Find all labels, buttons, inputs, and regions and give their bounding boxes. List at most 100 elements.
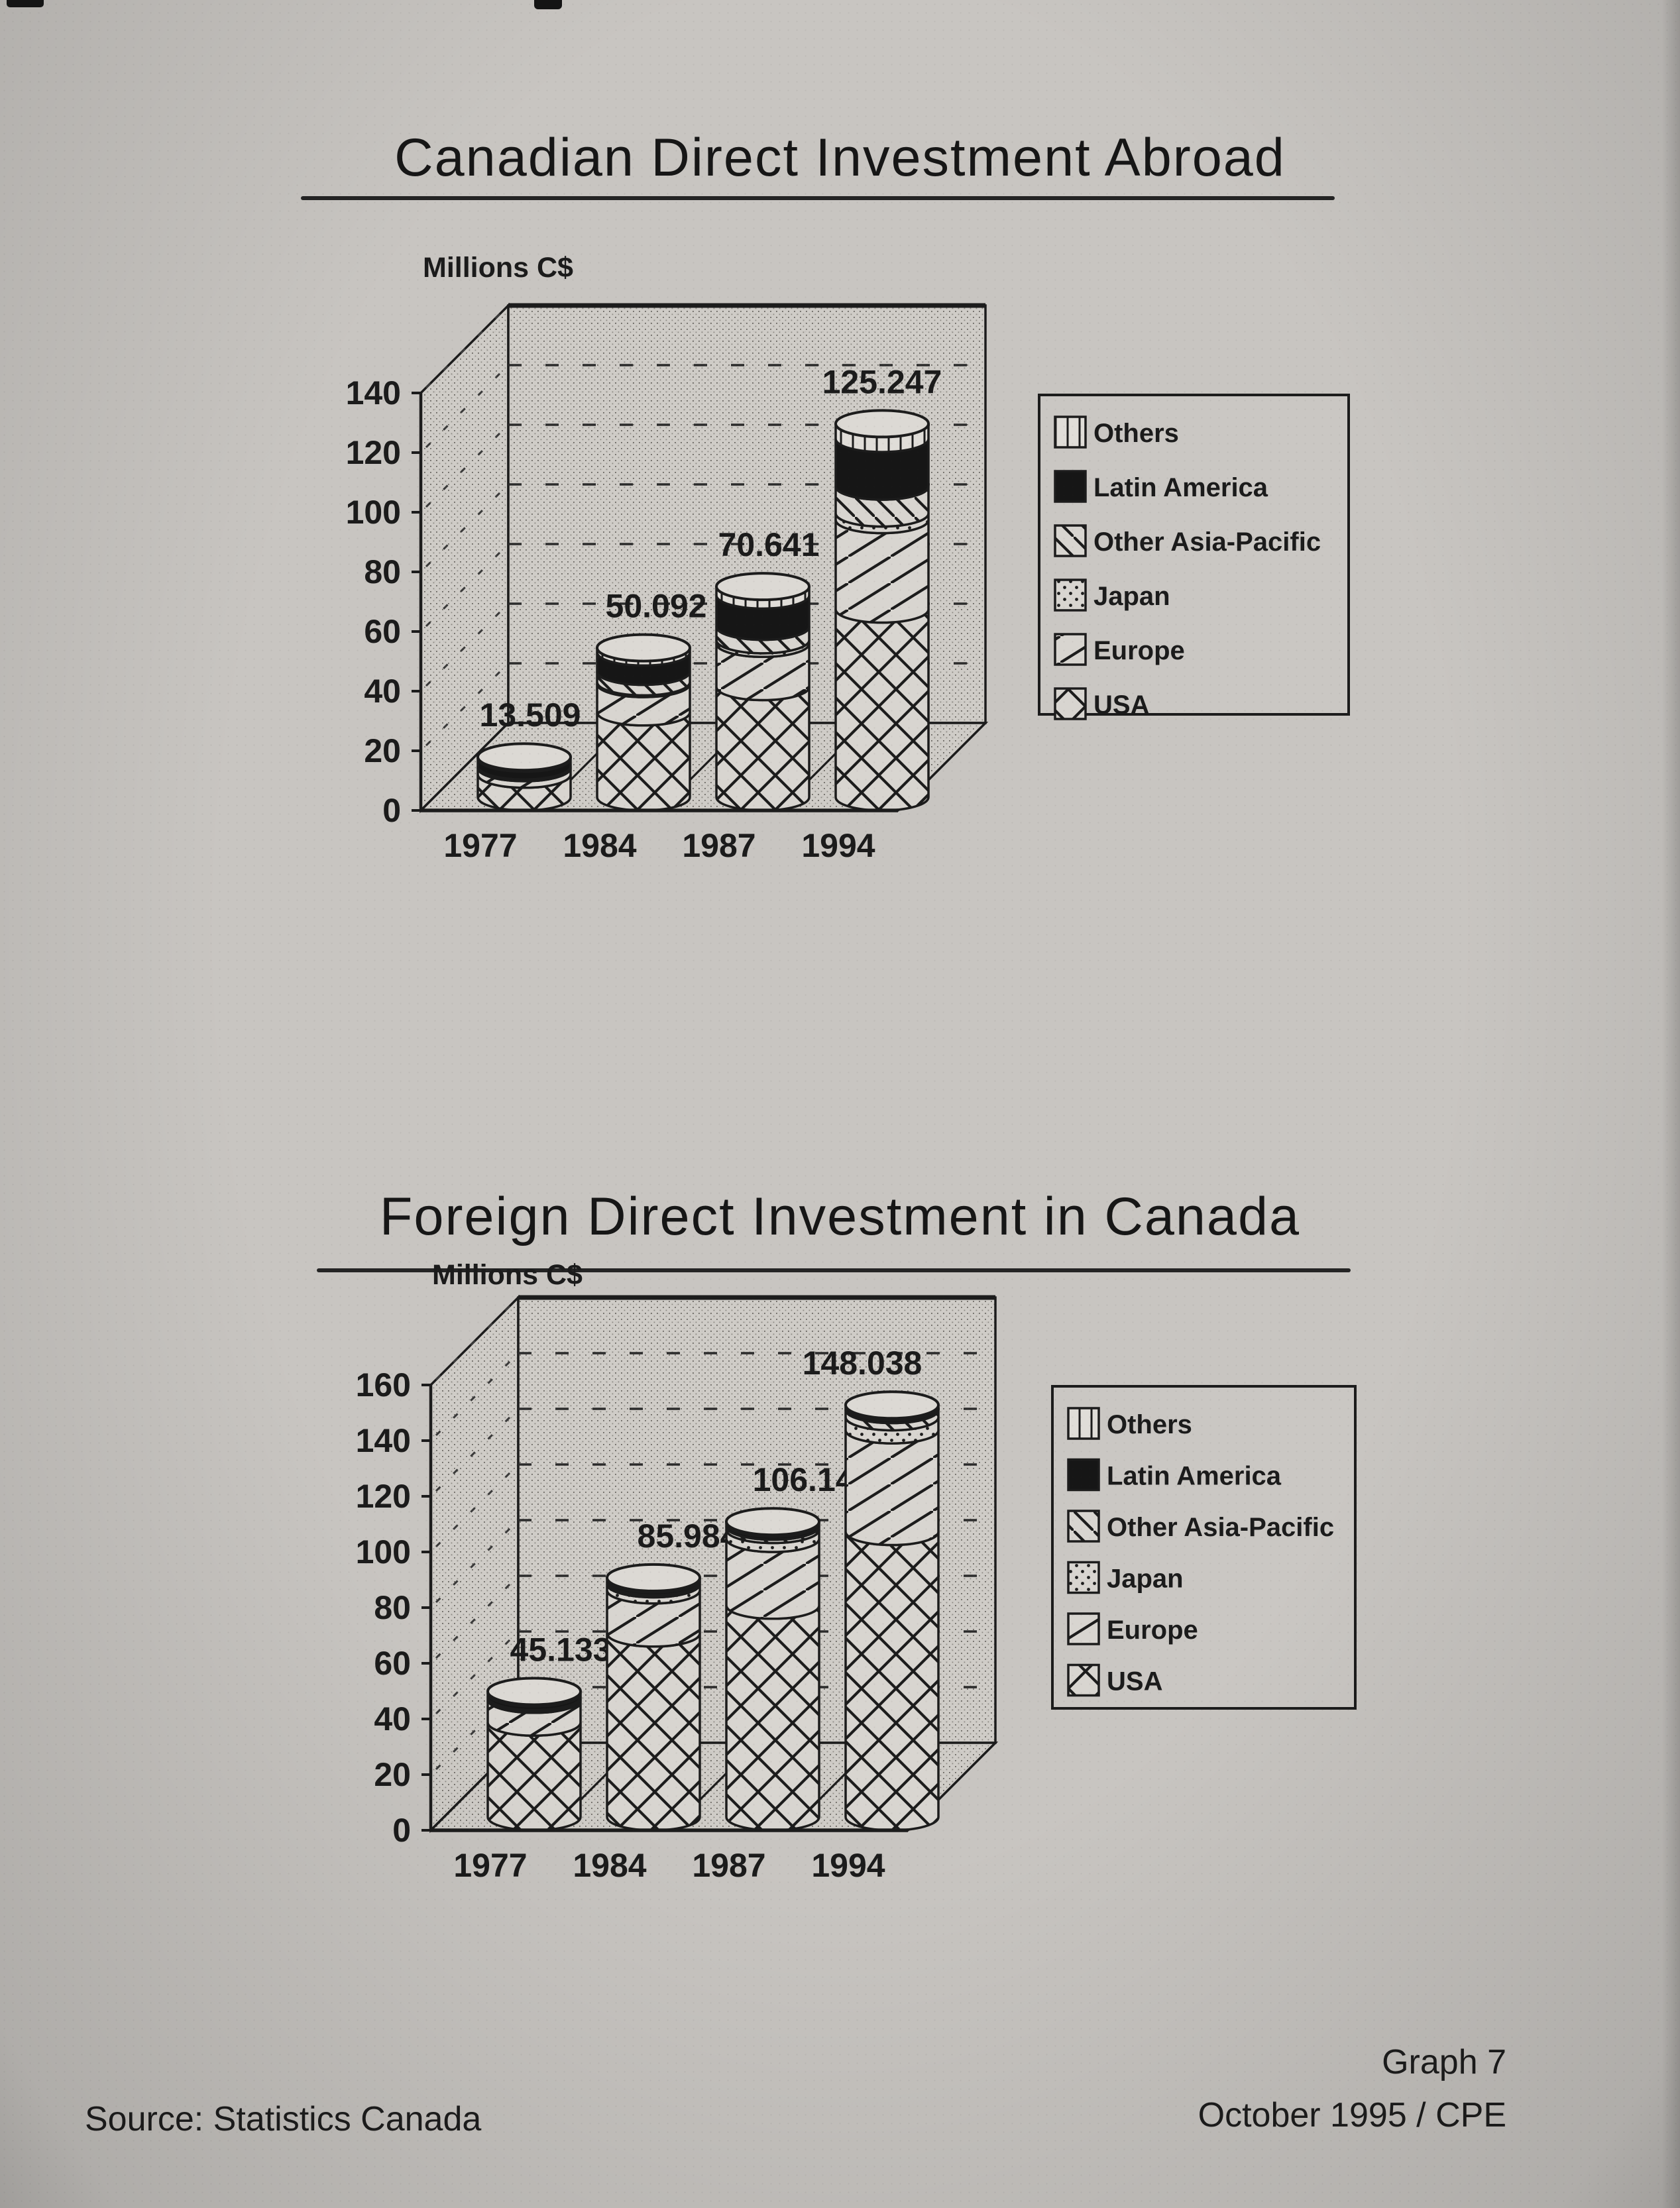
wall-level-dash-20 <box>425 667 504 747</box>
wall-level-dash-60 <box>425 548 504 628</box>
segment-usa-1984 <box>606 1633 701 1832</box>
legend-label-europe: Europe <box>1093 636 1185 665</box>
legend-label-europe: Europe <box>1107 1616 1198 1645</box>
legend-swatch-europe-icon <box>1054 633 1087 666</box>
wall-level-dash-120 <box>425 369 504 449</box>
x-category-label-1987: 1987 <box>692 1847 765 1884</box>
y-tick-label-140: 140 <box>346 374 401 412</box>
legend-label-oap: Other Asia-Pacific <box>1093 527 1321 557</box>
wall-level-dash-100 <box>425 429 504 508</box>
title-underline-canada <box>317 1268 1351 1272</box>
y-tick-label-40: 40 <box>374 1700 411 1738</box>
legend-item-others: Others <box>1054 415 1179 449</box>
cylinder-1994 <box>844 1390 940 1832</box>
cylinder-1977 <box>476 742 572 812</box>
chart-canadian-direct-investment-abroad: 13.509 50.092 70.641 125.247 0 20 40 60 80 100 120… <box>346 252 1350 864</box>
x-category-label-1994: 1994 <box>811 1847 885 1884</box>
wall-level-dash-120 <box>435 1413 514 1492</box>
legend-item-latam: Latin America <box>1054 470 1268 503</box>
value-label-1994: 125.247 <box>822 363 942 400</box>
legend-item-latam: Latin America <box>1067 1458 1282 1492</box>
cylinder-top-1977 <box>486 1677 582 1706</box>
wall-level-dash-80 <box>435 1524 514 1604</box>
legend-swatch-latam-icon <box>1067 1458 1100 1492</box>
segment-europe-1994 <box>834 520 930 624</box>
chart-title-abroad: Canadian Direct Investment Abroad <box>394 128 1286 188</box>
y-tick-label-100: 100 <box>346 494 401 531</box>
y-tick-label-60: 60 <box>374 1645 411 1682</box>
segment-usa-1987 <box>725 1605 820 1832</box>
legend-swatch-europe-icon <box>1067 1612 1100 1645</box>
y-tick-label-20: 20 <box>364 732 401 769</box>
legend-label-oap: Other Asia-Pacific <box>1107 1513 1334 1542</box>
legend-swatch-latam-icon <box>1054 470 1087 503</box>
wall-level-dash-40 <box>425 608 504 687</box>
y-tick-label-160: 160 <box>356 1366 411 1404</box>
cylinder-1987 <box>725 1507 820 1832</box>
segment-usa-1977 <box>486 1722 582 1832</box>
legend-item-usa: USA <box>1054 687 1149 720</box>
y-tick-label-60: 60 <box>364 613 401 650</box>
legend-label-others: Others <box>1093 419 1179 448</box>
wall-level-dash-140 <box>435 1357 514 1437</box>
value-label-1984: 85.984 <box>638 1518 739 1555</box>
y-tick-label-80: 80 <box>374 1589 411 1626</box>
title-underline-abroad <box>301 196 1335 200</box>
wall-level-dash-60 <box>435 1580 514 1659</box>
wall-level-dash-20 <box>435 1691 514 1771</box>
y-tick-label-0: 0 <box>392 1812 411 1849</box>
legend-item-usa: USA <box>1067 1663 1162 1697</box>
wall-level-dash-40 <box>435 1635 514 1715</box>
x-category-label-1977: 1977 <box>453 1847 527 1884</box>
cylinder-1984 <box>606 1563 701 1832</box>
x-category-label-1977: 1977 <box>443 827 517 864</box>
y-tick-label-120: 120 <box>346 434 401 471</box>
wall-level-dash-100 <box>435 1468 514 1548</box>
cylinder-1977 <box>486 1677 582 1832</box>
legend: Others Latin America Other Asia-Pacific Jap… <box>1051 1385 1357 1710</box>
cylinder-top-1994 <box>834 409 930 439</box>
legend-item-japan: Japan <box>1054 579 1170 612</box>
legend-label-latam: Latin America <box>1107 1462 1282 1491</box>
legend-item-europe: Europe <box>1067 1612 1198 1645</box>
legend: Others Latin America Other Asia-Pacific Jap… <box>1038 394 1350 720</box>
scan-artifact-top-left <box>7 0 44 7</box>
axis-unit-label: Millions C$ <box>432 1259 583 1291</box>
wall-level-dash-160 <box>435 1301 514 1381</box>
legend-swatch-others-icon <box>1054 415 1087 449</box>
y-tick-label-0: 0 <box>382 792 401 829</box>
legend-item-japan: Japan <box>1067 1561 1184 1594</box>
segment-usa-1987 <box>715 687 811 812</box>
legend-box <box>1038 394 1350 716</box>
legend-item-europe: Europe <box>1054 633 1185 666</box>
x-category-label-1994: 1994 <box>801 827 875 864</box>
legend-swatch-japan-icon <box>1067 1561 1100 1594</box>
legend-swatch-japan-icon <box>1054 579 1087 612</box>
value-label-1977: 45.133 <box>510 1631 612 1668</box>
legend-label-usa: USA <box>1107 1667 1162 1696</box>
value-label-1987: 70.641 <box>718 526 820 563</box>
legend-swatch-usa-icon <box>1054 687 1087 720</box>
legend-swatch-oap-icon <box>1067 1510 1100 1543</box>
cylinder-top-1984 <box>596 633 691 663</box>
legend-item-others: Others <box>1067 1407 1192 1440</box>
y-tick-label-80: 80 <box>364 553 401 590</box>
legend-swatch-oap-icon <box>1054 524 1087 557</box>
chart-title-canada: Foreign Direct Investment in Canada <box>379 1187 1301 1246</box>
axis-unit-label: Millions C$ <box>423 252 573 284</box>
floor-separator-0 <box>420 722 510 812</box>
cylinder-top-1994 <box>844 1390 940 1420</box>
value-label-1994: 148.038 <box>803 1345 923 1382</box>
legend-swatch-others-icon <box>1067 1407 1100 1440</box>
segment-usa-1994 <box>844 1531 940 1832</box>
wall-level-dash-140 <box>425 309 504 389</box>
cylinder-1984 <box>596 633 691 812</box>
legend-swatch-usa-icon <box>1067 1663 1100 1697</box>
y-tick-label-20: 20 <box>374 1756 411 1793</box>
graph-number-label: Graph 7 <box>1382 2043 1506 2081</box>
source-note: Source: Statistics Canada <box>85 2100 482 2138</box>
wall-level-dash-80 <box>425 488 504 568</box>
legend-item-oap: Other Asia-Pacific <box>1054 524 1321 557</box>
y-tick-label-40: 40 <box>364 673 401 710</box>
